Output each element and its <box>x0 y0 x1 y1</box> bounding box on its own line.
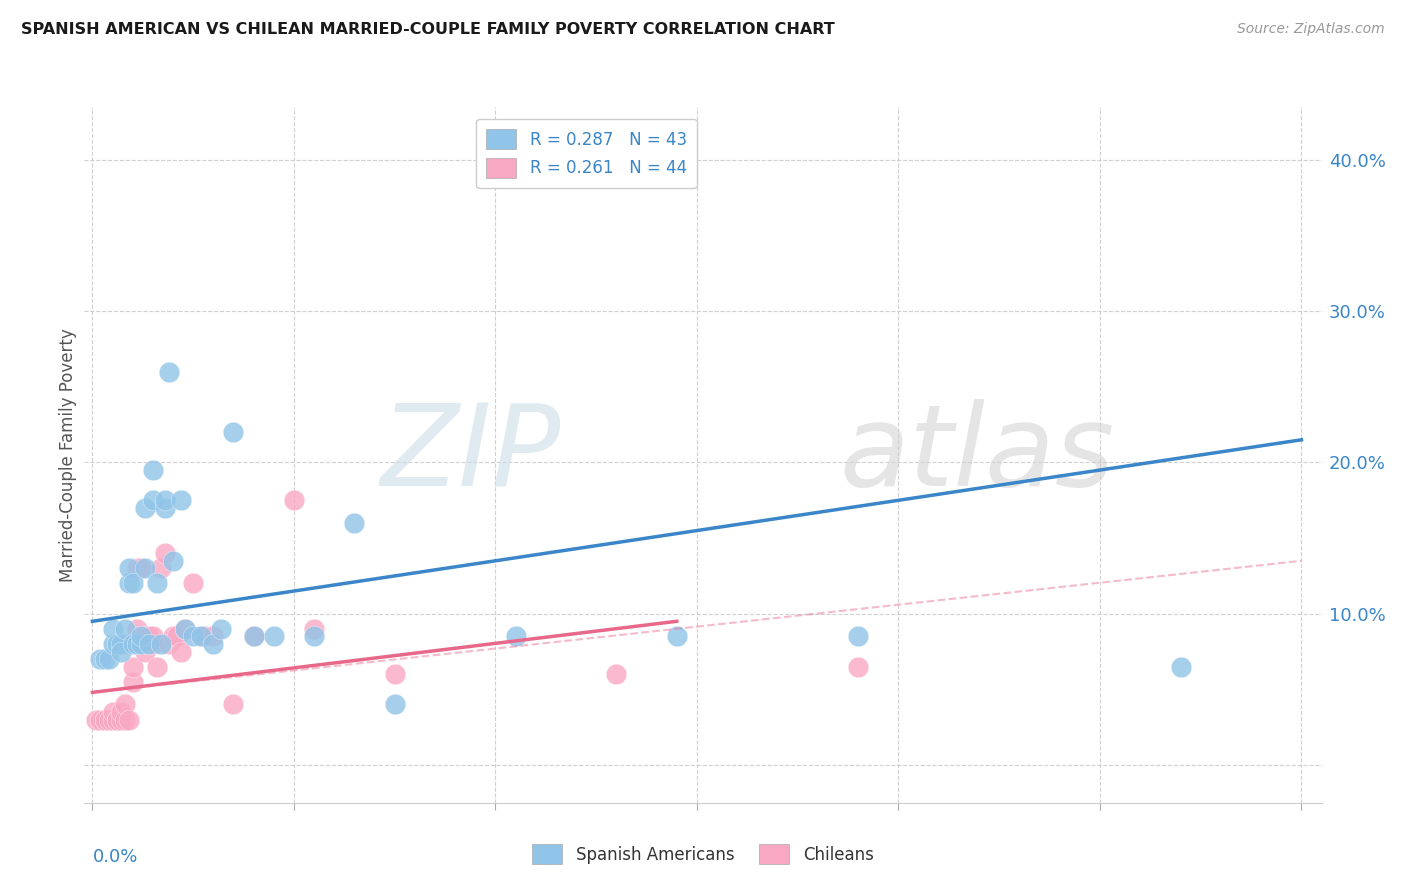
Point <box>97 713 120 727</box>
Point <box>1170 659 1192 673</box>
Point <box>174 622 197 636</box>
Point <box>138 629 160 643</box>
Point <box>134 500 156 515</box>
Point <box>242 629 264 643</box>
Text: 0.0%: 0.0% <box>93 848 138 866</box>
Point <box>129 629 152 643</box>
Point <box>142 629 165 643</box>
Point <box>121 659 143 673</box>
Point <box>93 652 115 666</box>
Point <box>605 667 627 681</box>
Point <box>93 713 115 727</box>
Text: SPANISH AMERICAN VS CHILEAN MARRIED-COUPLE FAMILY POVERTY CORRELATION CHART: SPANISH AMERICAN VS CHILEAN MARRIED-COUP… <box>21 22 835 37</box>
Point <box>153 493 176 508</box>
Point <box>105 713 128 727</box>
Point <box>114 622 136 636</box>
Point <box>125 561 148 575</box>
Point <box>505 629 527 643</box>
Text: Source: ZipAtlas.com: Source: ZipAtlas.com <box>1237 22 1385 37</box>
Point <box>149 561 172 575</box>
Point <box>181 576 204 591</box>
Text: ZIP: ZIP <box>381 400 561 510</box>
Legend: Spanish Americans, Chileans: Spanish Americans, Chileans <box>523 834 883 874</box>
Point <box>202 637 225 651</box>
Point <box>190 629 212 643</box>
Point <box>93 713 115 727</box>
Point <box>153 546 176 560</box>
Point <box>302 629 325 643</box>
Point <box>149 637 172 651</box>
Point <box>118 561 141 575</box>
Point <box>114 698 136 712</box>
Point <box>181 629 204 643</box>
Point <box>146 659 169 673</box>
Point <box>153 500 176 515</box>
Point <box>110 705 132 719</box>
Point <box>170 493 193 508</box>
Point <box>118 576 141 591</box>
Point <box>263 629 285 643</box>
Point <box>162 629 184 643</box>
Point <box>125 637 148 651</box>
Point <box>105 713 128 727</box>
Point <box>194 629 217 643</box>
Point <box>134 561 156 575</box>
Point <box>101 637 124 651</box>
Point <box>110 644 132 658</box>
Point <box>146 576 169 591</box>
Point <box>384 667 406 681</box>
Point <box>174 622 197 636</box>
Point <box>121 576 143 591</box>
Point <box>142 463 165 477</box>
Point <box>110 637 132 651</box>
Point <box>138 637 160 651</box>
Point <box>118 713 141 727</box>
Y-axis label: Married-Couple Family Poverty: Married-Couple Family Poverty <box>59 328 77 582</box>
Point <box>142 637 165 651</box>
Point <box>101 705 124 719</box>
Point <box>157 637 180 651</box>
Point <box>129 637 152 651</box>
Point <box>134 629 156 643</box>
Point <box>101 622 124 636</box>
Point <box>166 629 188 643</box>
Text: atlas: atlas <box>839 400 1114 510</box>
Point <box>222 698 245 712</box>
Point <box>242 629 264 643</box>
Point <box>157 365 180 379</box>
Point <box>190 629 212 643</box>
Point <box>209 622 232 636</box>
Point <box>121 674 143 689</box>
Point <box>283 493 305 508</box>
Point <box>170 644 193 658</box>
Point <box>114 713 136 727</box>
Point <box>142 493 165 508</box>
Point <box>118 637 141 651</box>
Point <box>97 652 120 666</box>
Point <box>202 629 225 643</box>
Point <box>846 629 869 643</box>
Point <box>134 644 156 658</box>
Point <box>110 713 132 727</box>
Point <box>846 659 869 673</box>
Point <box>86 713 108 727</box>
Point <box>101 713 124 727</box>
Point <box>129 561 152 575</box>
Point <box>89 713 111 727</box>
Point <box>105 637 128 651</box>
Point <box>343 516 366 530</box>
Point <box>384 698 406 712</box>
Point <box>162 554 184 568</box>
Point <box>222 425 245 440</box>
Point <box>302 622 325 636</box>
Point <box>665 629 688 643</box>
Point <box>121 637 143 651</box>
Point <box>125 622 148 636</box>
Point <box>89 652 111 666</box>
